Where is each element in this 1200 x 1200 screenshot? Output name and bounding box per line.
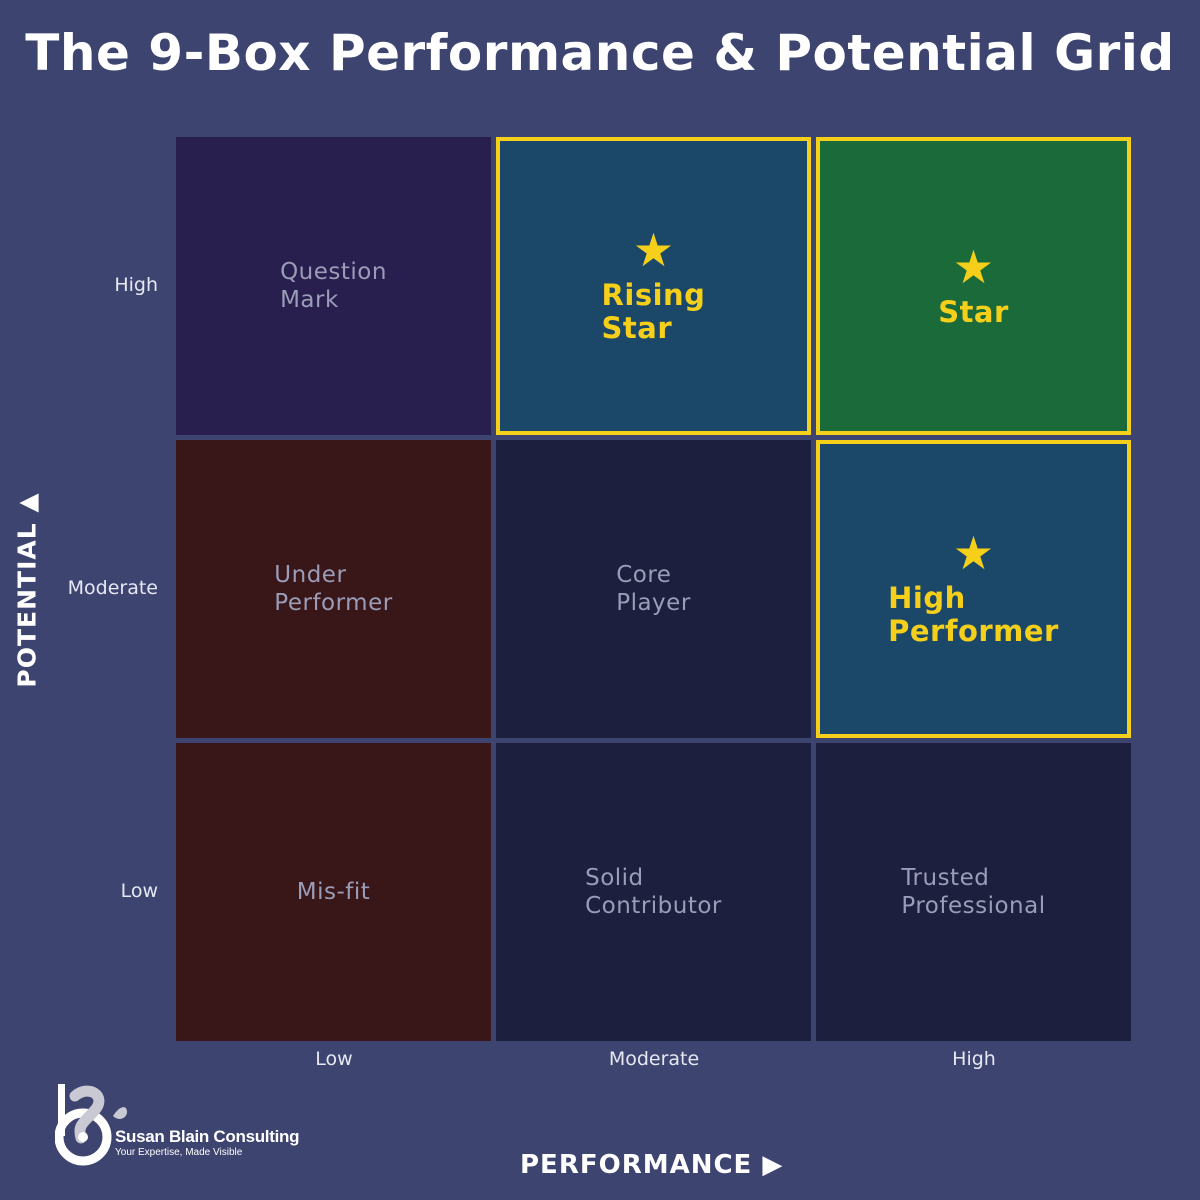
cell-content: Under Performer <box>274 561 392 617</box>
grid-cell-solid-contributor: Solid Contributor <box>496 743 811 1041</box>
star-icon: ★ <box>952 526 995 580</box>
cell-label: Core Player <box>616 562 691 616</box>
star-icon: ★ <box>632 223 675 277</box>
x-axis-title: PERFORMANCE ▶ <box>520 1150 784 1180</box>
cell-content: Core Player <box>616 561 691 617</box>
grid-cell-rising-star: ★ Rising Star <box>496 137 811 435</box>
y-axis-title: POTENTIAL ▲ <box>12 492 42 688</box>
y-tick-label: Moderate <box>67 577 158 599</box>
cell-label: High Performer <box>888 581 1059 648</box>
grid-cell-high-performer: ★ High Performer <box>816 440 1131 738</box>
star-icon: ★ <box>952 239 995 294</box>
grid-cell-mis-fit: Mis-fit <box>176 743 491 1041</box>
grid-cell-star: ★ Star <box>816 137 1131 435</box>
cell-content: Trusted Professional <box>901 864 1045 920</box>
logo-mark-icon <box>54 1084 127 1166</box>
cell-content: Question Mark <box>280 258 387 314</box>
cell-content: Mis-fit <box>297 878 371 906</box>
logo-tagline: Your Expertise, Made Visible <box>115 1147 243 1158</box>
grid-cell-question-mark: Question Mark <box>176 137 491 435</box>
page-title: The 9-Box Performance & Potential Grid <box>25 24 1175 82</box>
cell-label: Rising Star <box>601 278 706 345</box>
cell-content: Solid Contributor <box>585 864 722 920</box>
grid-cell-core-player: Core Player <box>496 440 811 738</box>
x-tick-label: Moderate <box>608 1048 700 1070</box>
cell-label: Under Performer <box>274 562 393 616</box>
grid-cell-trusted-professional: Trusted Professional <box>816 743 1131 1041</box>
x-tick-label: Low <box>315 1048 353 1070</box>
cell-label: Solid Contributor <box>585 865 722 919</box>
cell-content: ★ Star <box>938 244 1009 329</box>
y-tick-label: Low <box>120 880 158 902</box>
x-tick-label: High <box>952 1048 996 1070</box>
grid-cell-under-performer: Under Performer <box>176 440 491 738</box>
cell-label: Star <box>938 294 1009 329</box>
logo-name: Susan Blain Consulting <box>115 1127 300 1146</box>
cell-label: Trusted Professional <box>901 865 1046 919</box>
cell-label: Question Mark <box>280 259 387 313</box>
company-logo: Susan Blain Consulting Your Expertise, M… <box>54 1082 335 1166</box>
cell-label: Mis-fit <box>296 879 371 905</box>
cell-content: ★ High Performer <box>888 530 1059 648</box>
cell-content: ★ Rising Star <box>602 227 706 345</box>
y-tick-label: High <box>114 274 158 296</box>
